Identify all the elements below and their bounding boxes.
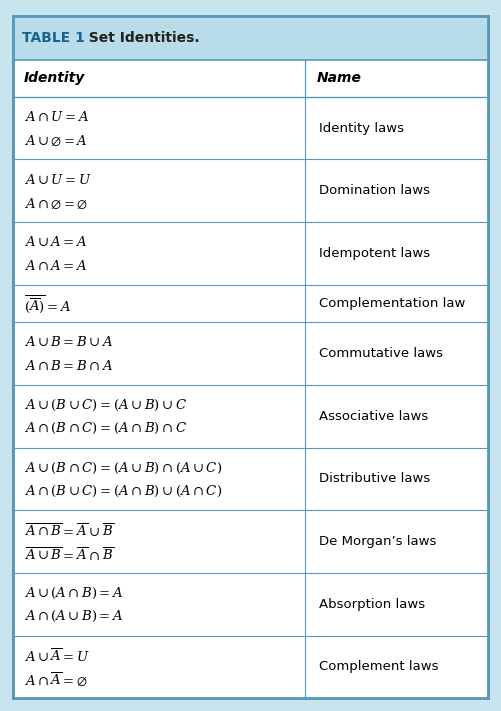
Text: $A \cap \overline{A} = \emptyset$: $A \cap \overline{A} = \emptyset$ [24, 670, 87, 688]
Text: $A \cup (B \cup C) = (A \cup B) \cup C$: $A \cup (B \cup C) = (A \cup B) \cup C$ [24, 398, 186, 413]
Text: $A \cup \overline{A} = U$: $A \cup \overline{A} = U$ [24, 648, 90, 664]
Text: Complementation law: Complementation law [319, 297, 465, 310]
Bar [13, 16, 488, 60]
Text: Distributive laws: Distributive laws [319, 472, 430, 486]
Bar [13, 636, 488, 698]
Text: $\overline{A \cap B} = \overline{A} \cup \overline{B}$: $\overline{A \cap B} = \overline{A} \cup… [24, 523, 114, 539]
Text: $A \cap B = B \cap A$: $A \cap B = B \cap A$ [24, 360, 113, 373]
Text: $\overline{(\overline{A})} = A$: $\overline{(\overline{A})} = A$ [24, 293, 71, 314]
Bar [13, 284, 488, 322]
Text: Domination laws: Domination laws [319, 184, 430, 197]
Text: Set Identities.: Set Identities. [79, 31, 200, 45]
Text: Name: Name [316, 71, 361, 85]
Text: Identity laws: Identity laws [319, 122, 404, 134]
Text: $A \cap (A \cup B) = A$: $A \cap (A \cup B) = A$ [24, 609, 123, 624]
Text: Complement laws: Complement laws [319, 661, 439, 673]
Bar [13, 60, 488, 97]
Text: $A \cup (A \cap B) = A$: $A \cup (A \cap B) = A$ [24, 586, 123, 601]
Text: TABLE 1: TABLE 1 [22, 31, 84, 45]
Text: Associative laws: Associative laws [319, 410, 428, 423]
Text: $A \cap \emptyset = \emptyset$: $A \cap \emptyset = \emptyset$ [24, 196, 88, 210]
Bar [13, 97, 488, 159]
Text: $A \cap A = A$: $A \cap A = A$ [24, 260, 87, 272]
Text: $A \cap (B \cap C) = (A \cap B) \cap C$: $A \cap (B \cap C) = (A \cap B) \cap C$ [24, 421, 186, 437]
Text: $A \cup U = U$: $A \cup U = U$ [24, 173, 91, 186]
Bar [13, 448, 488, 510]
Bar [13, 573, 488, 636]
Text: $A \cup \emptyset = A$: $A \cup \emptyset = A$ [24, 133, 87, 148]
Bar [13, 322, 488, 385]
Text: Commutative laws: Commutative laws [319, 347, 443, 360]
Text: De Morgan’s laws: De Morgan’s laws [319, 535, 437, 548]
Text: $A \cup (B \cap C) = (A \cup B) \cap (A \cup C)$: $A \cup (B \cap C) = (A \cup B) \cap (A … [24, 461, 222, 476]
Text: $A \cap U = A$: $A \cap U = A$ [24, 111, 89, 124]
Text: Idempotent laws: Idempotent laws [319, 247, 430, 260]
Bar [13, 222, 488, 284]
Bar [13, 385, 488, 448]
Bar [13, 510, 488, 573]
Text: $A \cap (B \cup C) = (A \cap B) \cup (A \cap C)$: $A \cap (B \cup C) = (A \cap B) \cup (A … [24, 484, 222, 499]
Text: Absorption laws: Absorption laws [319, 598, 425, 611]
Text: $A \cup A = A$: $A \cup A = A$ [24, 236, 87, 249]
Text: $A \cup B = B \cup A$: $A \cup B = B \cup A$ [24, 336, 113, 349]
Text: Identity: Identity [24, 71, 85, 85]
Bar [13, 159, 488, 222]
Text: $\overline{A \cup B} = \overline{A} \cap \overline{B}$: $\overline{A \cup B} = \overline{A} \cap… [24, 546, 114, 562]
